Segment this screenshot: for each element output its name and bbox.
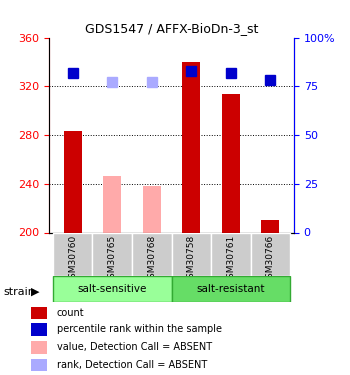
Bar — [64, 131, 82, 232]
Text: count: count — [57, 308, 84, 318]
Text: GSM30768: GSM30768 — [147, 235, 156, 284]
Text: GSM30765: GSM30765 — [108, 235, 117, 284]
Bar — [30, 358, 47, 371]
Text: GSM30761: GSM30761 — [226, 235, 235, 284]
Text: strain: strain — [4, 287, 35, 297]
Text: ▶: ▶ — [31, 287, 39, 297]
Text: rank, Detection Call = ABSENT: rank, Detection Call = ABSENT — [57, 360, 207, 370]
Bar — [222, 94, 240, 232]
Bar — [30, 341, 47, 354]
Text: percentile rank within the sample: percentile rank within the sample — [57, 324, 222, 334]
Bar — [53, 232, 92, 276]
Text: GSM30760: GSM30760 — [68, 235, 77, 284]
Bar — [92, 232, 132, 276]
Title: GDS1547 / AFFX-BioDn-3_st: GDS1547 / AFFX-BioDn-3_st — [85, 22, 258, 35]
Bar — [172, 276, 290, 302]
Bar — [103, 177, 121, 232]
Bar — [132, 232, 172, 276]
Text: GSM30766: GSM30766 — [266, 235, 275, 284]
Bar — [30, 323, 47, 336]
Bar — [211, 232, 251, 276]
Bar — [251, 232, 290, 276]
Bar — [30, 307, 47, 320]
Text: value, Detection Call = ABSENT: value, Detection Call = ABSENT — [57, 342, 212, 352]
Text: GSM30758: GSM30758 — [187, 235, 196, 284]
Text: salt-sensitive: salt-sensitive — [78, 284, 147, 294]
Bar — [172, 232, 211, 276]
Bar — [53, 276, 172, 302]
Text: salt-resistant: salt-resistant — [196, 284, 265, 294]
Bar — [143, 186, 161, 232]
Bar — [261, 220, 279, 232]
Bar — [182, 62, 200, 232]
